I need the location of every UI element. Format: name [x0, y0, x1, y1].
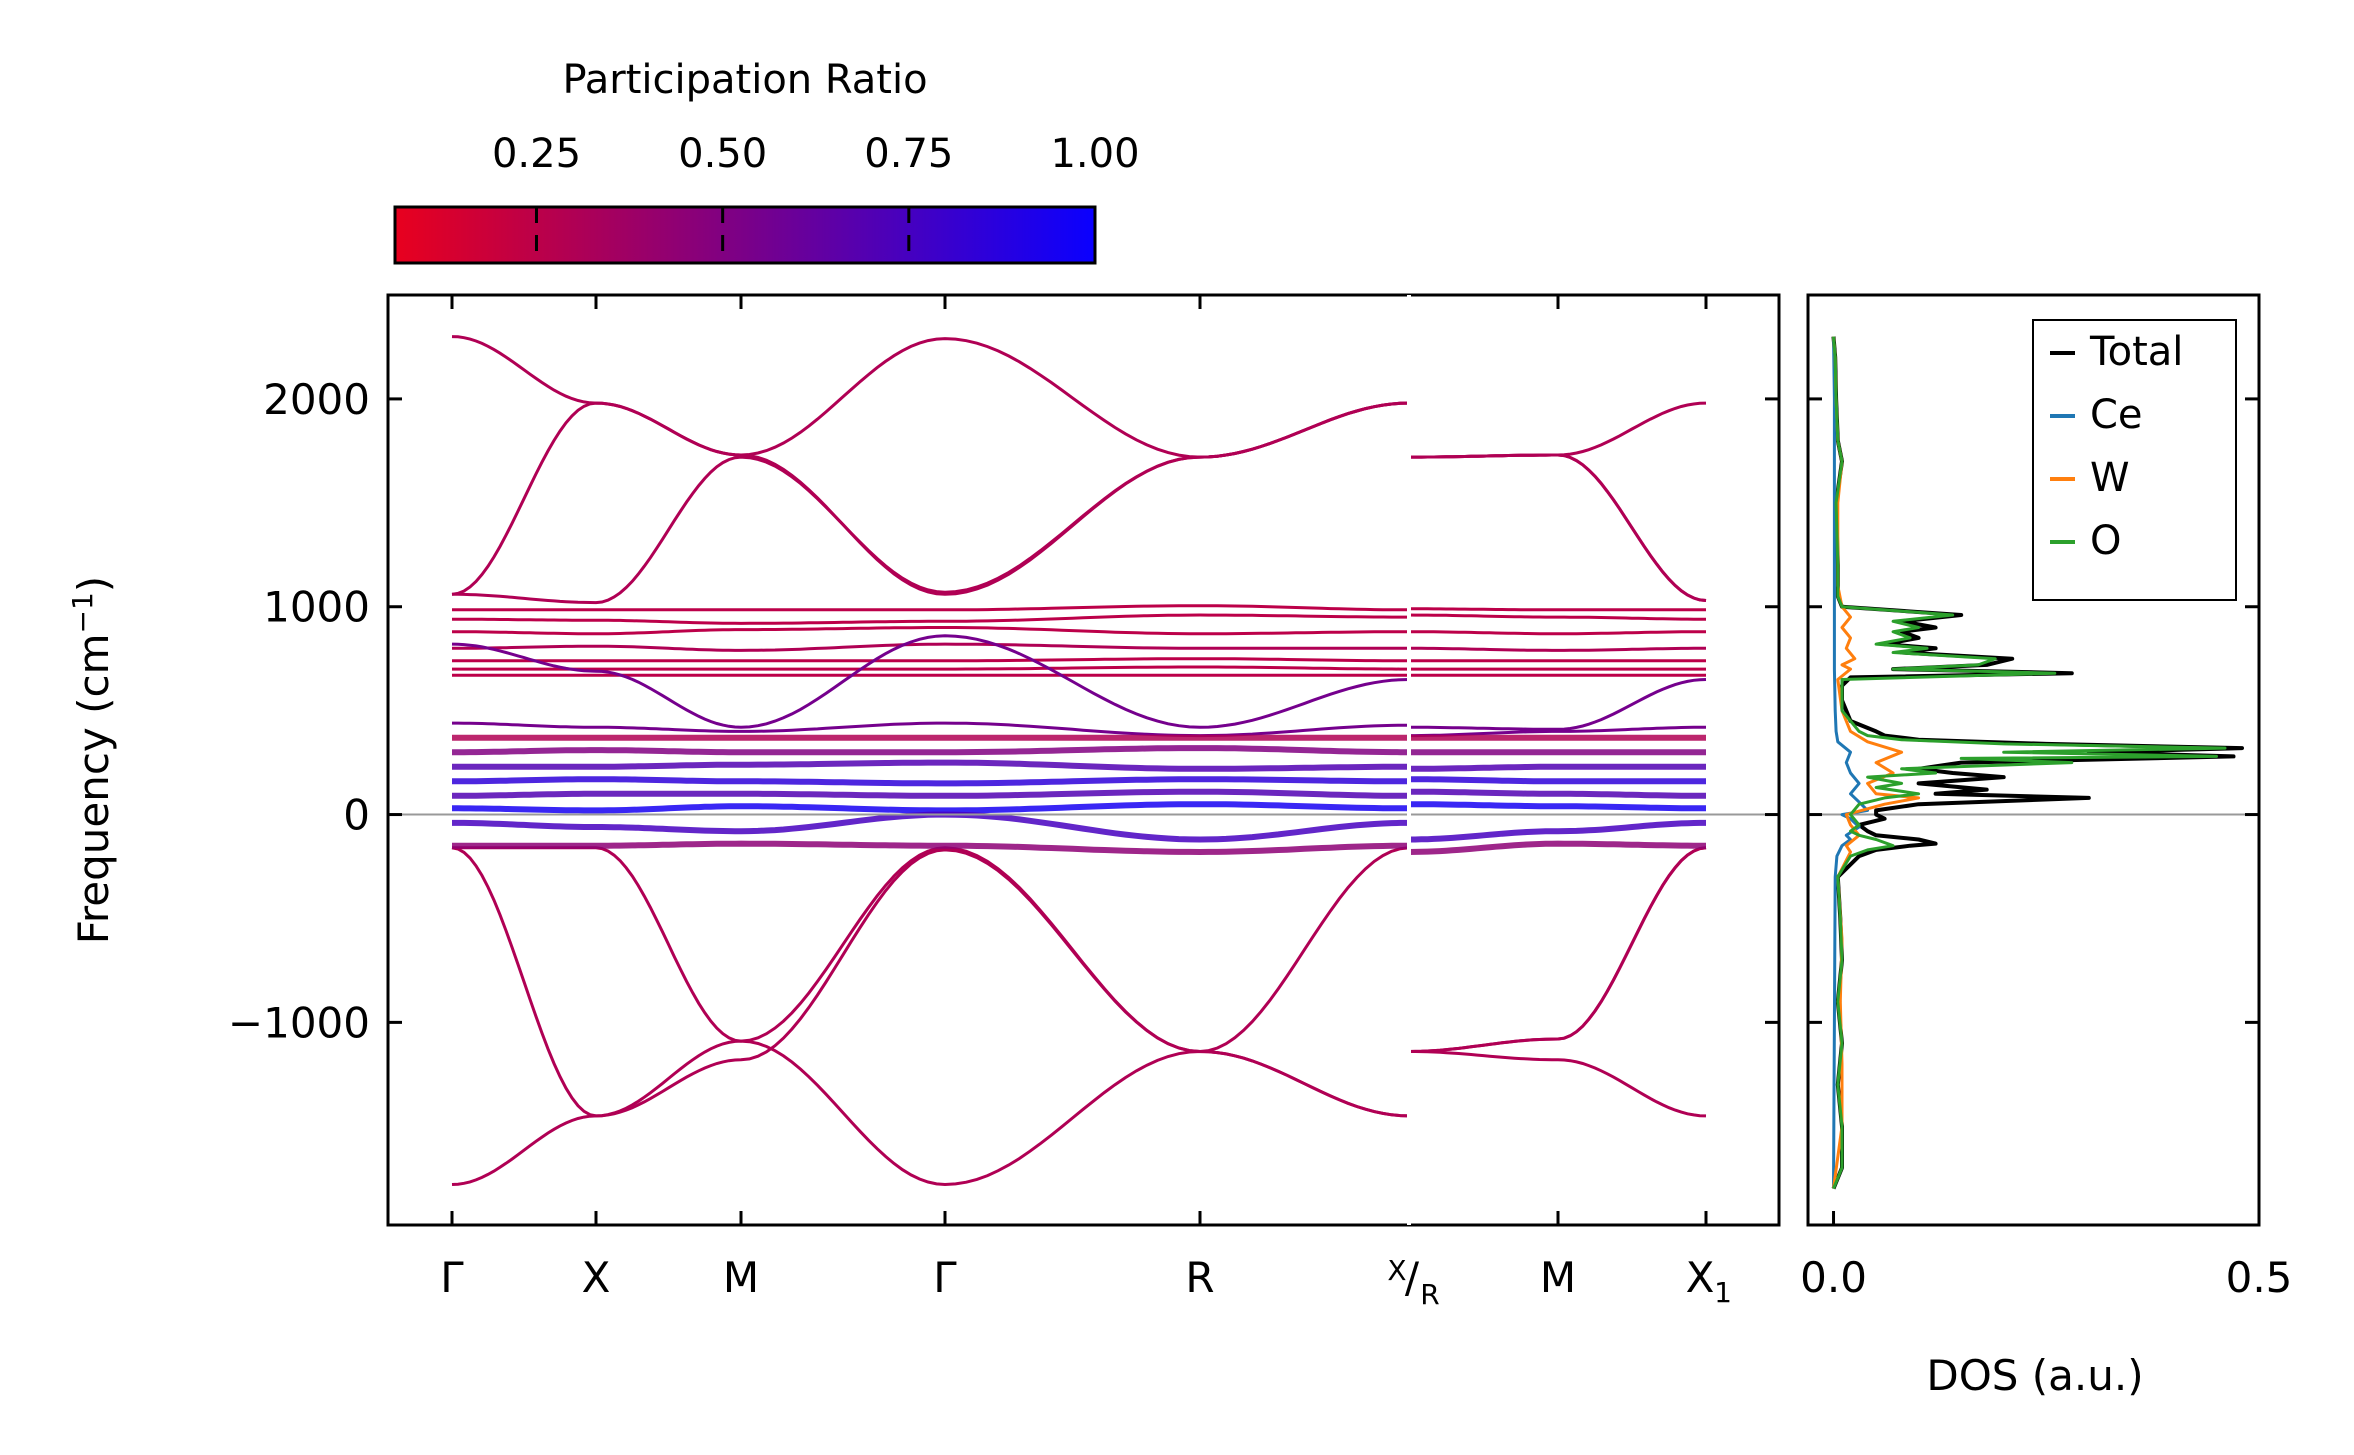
band-line — [1409, 678, 1707, 731]
dos-x-tick-label: 0.0 — [1800, 1253, 1867, 1302]
colorbar-ticks: 0.25 0.50 0.75 1.00 — [492, 131, 1140, 263]
k-label: Γ — [440, 1253, 464, 1302]
band-line — [452, 642, 1409, 652]
band-line — [1409, 725, 1706, 738]
band-line — [452, 665, 1409, 671]
legend-label-total: Total — [2089, 329, 2183, 375]
dos-line-ce — [1832, 336, 1870, 1189]
band-line — [1408, 613, 1706, 621]
y-tick-label: −1000 — [228, 998, 370, 1047]
band-line — [1409, 630, 1706, 636]
band-line — [452, 721, 1409, 738]
band-y-axis-label-exponent: −1 — [66, 592, 99, 633]
band-line — [1409, 801, 1706, 812]
colorbar-tick-label: 1.00 — [1050, 131, 1139, 177]
band-line — [1409, 776, 1706, 785]
band-line — [1409, 646, 1706, 652]
band-line — [451, 401, 1410, 596]
band-line — [452, 745, 1409, 756]
band-line — [452, 811, 1409, 843]
colorbar: Participation Ratio 0.25 0.50 0.75 1.00 — [393, 57, 1140, 265]
dos-lines — [1808, 336, 2259, 1190]
legend-label-o: O — [2090, 518, 2121, 564]
k-label: X — [582, 1253, 611, 1302]
colorbar-tick-label: 0.75 — [864, 131, 953, 177]
band-plot-frame — [386, 293, 1781, 1227]
dos-x-tick-label: 0.5 — [2226, 1253, 2293, 1302]
band-line — [1409, 1050, 1707, 1118]
legend-label-w: W — [2090, 455, 2130, 501]
band-line — [452, 776, 1409, 787]
y-tick-label: 1000 — [263, 583, 370, 632]
colorbar-tick-label: 0.25 — [492, 131, 581, 177]
band-line — [452, 613, 1409, 625]
band-line — [452, 604, 1409, 612]
band-line — [452, 788, 1409, 799]
band-line — [452, 801, 1409, 814]
dos-panel: 0.0 0.5 DOS (a.u.) Total Ce WO — [1800, 293, 2293, 1400]
y-tick-label: 2000 — [263, 375, 370, 424]
legend-label-ce: Ce — [2090, 392, 2143, 438]
band-line — [452, 759, 1409, 772]
band-k-path-axis: Γ X M Γ R MX/R X 1 — [440, 295, 1732, 1311]
colorbar-tick-label: 0.50 — [678, 131, 767, 177]
band-line — [452, 626, 1409, 636]
k-label-break-bottom: R — [1420, 1278, 1439, 1311]
band-y-axis-label-main: Frequency (cm — [69, 633, 118, 944]
dos-line-o — [1832, 336, 2227, 1190]
y-tick-label: 0 — [343, 791, 370, 840]
k-label-x1: X — [1686, 1253, 1715, 1302]
band-line — [1408, 846, 1707, 1053]
legend-frame — [2032, 319, 2237, 601]
band-line — [1408, 840, 1706, 855]
k-label: M — [723, 1253, 759, 1302]
dos-x-axis-label: DOS (a.u.) — [1926, 1351, 2143, 1400]
band-line — [1409, 401, 1707, 459]
k-label-x1-sub: 1 — [1714, 1276, 1732, 1309]
band-line — [452, 840, 1410, 856]
band-line — [451, 335, 1410, 459]
band-y-axis-label: Frequency (cm−1) — [66, 576, 118, 944]
k-label-break-slash: / — [1405, 1253, 1420, 1302]
band-line — [452, 401, 1410, 605]
band-line — [452, 657, 1409, 663]
band-y-axis-label-end: ) — [69, 576, 118, 592]
colorbar-gradient — [393, 205, 1097, 265]
band-line — [1409, 763, 1706, 772]
band-line — [1409, 453, 1707, 602]
band-lines — [451, 335, 1707, 1187]
band-line — [451, 846, 1410, 1118]
band-line — [1409, 819, 1706, 843]
band-line — [1409, 788, 1706, 799]
band-line — [1409, 453, 1707, 602]
dos-legend: Total Ce WO — [2032, 319, 2237, 601]
k-label: Γ — [933, 1253, 957, 1302]
k-label: M — [1540, 1253, 1576, 1302]
band-line — [451, 634, 1410, 729]
dos-plot-frame — [1806, 293, 2261, 1227]
band-line — [451, 1039, 1410, 1187]
colorbar-label: Participation Ratio — [562, 57, 927, 103]
band-line — [452, 846, 1410, 1054]
band-line — [1408, 846, 1707, 1053]
band-line — [1409, 607, 1706, 612]
k-label-break-top: X — [1387, 1254, 1406, 1287]
band-y-axis: 2000 1000 0 −1000 — [228, 375, 1779, 1047]
dos-axes: 0.0 0.5 — [1800, 397, 2293, 1302]
k-label: R — [1185, 1253, 1214, 1302]
